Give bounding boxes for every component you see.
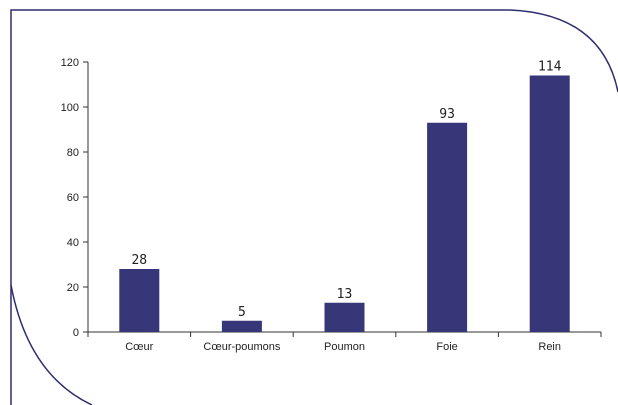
y-tick-label: 100 <box>61 102 79 114</box>
category-label: Cœur-poumons <box>203 341 281 353</box>
value-label: 28 <box>131 253 147 268</box>
category-label: Cœur <box>125 341 153 353</box>
value-label: 93 <box>439 107 455 122</box>
value-labels: 28 5 13 93 114 <box>131 60 561 320</box>
y-tick-label: 60 <box>67 192 79 204</box>
y-tick-label: 0 <box>73 327 79 339</box>
frame-border-bottom-curve <box>10 284 93 405</box>
x-axis: Cœur Cœur-poumons Poumon Foie Rein <box>87 331 602 353</box>
y-tick-label: 120 <box>61 57 79 69</box>
bar-2 <box>221 320 262 332</box>
y-tick-label: 80 <box>67 147 79 159</box>
y-axis: 0 20 40 60 80 100 120 <box>61 57 89 339</box>
value-label: 13 <box>337 287 353 302</box>
y-tick-label: 20 <box>67 282 79 294</box>
frame-border <box>10 9 618 405</box>
bar-1 <box>119 269 160 332</box>
bar-3 <box>324 302 365 332</box>
y-tick-label: 40 <box>67 237 79 249</box>
category-label: Foie <box>436 341 457 353</box>
bars <box>119 75 570 332</box>
value-label: 5 <box>238 305 246 320</box>
value-label: 114 <box>538 60 562 75</box>
category-label: Poumon <box>324 341 365 353</box>
category-label: Rein <box>538 341 561 353</box>
bar-4 <box>427 122 468 332</box>
bar-5 <box>529 75 570 332</box>
